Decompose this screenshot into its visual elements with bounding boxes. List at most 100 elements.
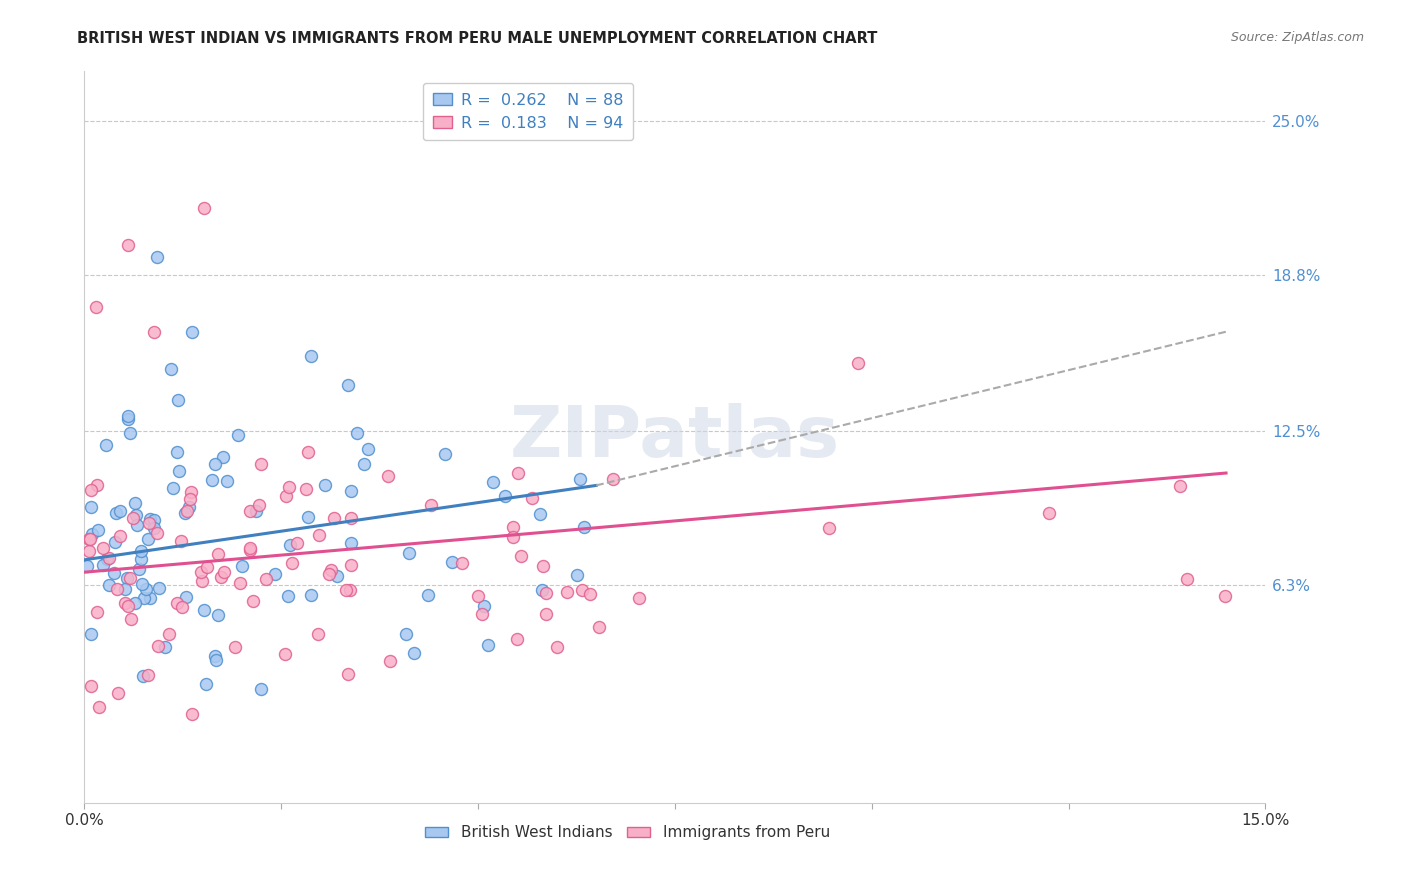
- Point: [105, 582, 128, 596]
- Point: [239, 542, 262, 557]
- Point: [211, 450, 233, 464]
- Point: [588, 620, 610, 634]
- Point: [162, 481, 184, 495]
- Point: [180, 485, 202, 500]
- Point: [534, 607, 557, 621]
- Point: [190, 565, 212, 579]
- Point: [105, 506, 128, 520]
- Point: [118, 426, 141, 441]
- Point: [132, 669, 155, 683]
- Point: [565, 568, 588, 582]
- Point: [124, 496, 146, 510]
- Point: [250, 457, 273, 471]
- Point: [274, 647, 297, 661]
- Point: [494, 489, 516, 503]
- Point: [143, 521, 166, 535]
- Point: [114, 582, 136, 597]
- Point: [142, 325, 165, 339]
- Point: [108, 504, 131, 518]
- Point: [169, 463, 191, 477]
- Point: [247, 498, 270, 512]
- Point: [531, 583, 554, 598]
- Point: [87, 523, 110, 537]
- Point: [578, 586, 600, 600]
- Point: [148, 581, 170, 595]
- Point: [502, 530, 524, 544]
- Point: [174, 507, 197, 521]
- Point: [278, 480, 301, 494]
- Point: [318, 567, 340, 582]
- Point: [86, 478, 108, 492]
- Point: [335, 583, 357, 598]
- Point: [346, 426, 368, 441]
- Point: [194, 677, 217, 691]
- Point: [136, 668, 159, 682]
- Point: [245, 504, 267, 518]
- Point: [139, 591, 162, 606]
- Point: [471, 607, 494, 622]
- Point: [166, 596, 188, 610]
- Point: [193, 201, 215, 215]
- Point: [117, 599, 139, 614]
- Point: [263, 566, 285, 581]
- Point: [108, 529, 131, 543]
- Point: [546, 640, 568, 655]
- Point: [169, 533, 191, 548]
- Point: [339, 583, 361, 598]
- Point: [818, 521, 841, 535]
- Point: [96, 552, 118, 566]
- Point: [181, 707, 204, 722]
- Point: [326, 569, 349, 583]
- Point: [572, 520, 595, 534]
- Text: Source: ZipAtlas.com: Source: ZipAtlas.com: [1230, 31, 1364, 45]
- Point: [212, 565, 235, 579]
- Point: [120, 612, 142, 626]
- Point: [176, 504, 198, 518]
- Point: [132, 591, 155, 605]
- Point: [135, 582, 157, 596]
- Point: [529, 507, 551, 521]
- Point: [337, 378, 360, 392]
- Point: [402, 647, 425, 661]
- Point: [536, 586, 558, 600]
- Point: [117, 409, 139, 424]
- Point: [319, 564, 342, 578]
- Point: [1177, 572, 1199, 586]
- Point: [336, 666, 359, 681]
- Point: [207, 547, 229, 561]
- Point: [177, 500, 200, 514]
- Point: [167, 392, 190, 407]
- Point: [136, 533, 159, 547]
- Point: [77, 544, 100, 558]
- Point: [128, 561, 150, 575]
- Point: [482, 475, 505, 490]
- Point: [97, 550, 120, 565]
- Point: [204, 648, 226, 663]
- Point: [249, 682, 271, 697]
- Point: [98, 578, 121, 592]
- Point: [506, 632, 529, 647]
- Point: [153, 640, 176, 654]
- Point: [117, 238, 139, 252]
- Point: [174, 591, 197, 605]
- Point: [846, 356, 869, 370]
- Point: [467, 589, 489, 603]
- Point: [510, 549, 533, 563]
- Point: [299, 589, 322, 603]
- Point: [80, 483, 103, 497]
- Point: [340, 536, 363, 550]
- Point: [204, 457, 226, 471]
- Point: [419, 499, 441, 513]
- Point: [440, 555, 463, 569]
- Point: [80, 679, 103, 693]
- Point: [114, 597, 136, 611]
- Point: [104, 535, 127, 549]
- Point: [314, 478, 336, 492]
- Point: [77, 532, 100, 546]
- Point: [217, 475, 239, 489]
- Point: [531, 558, 554, 573]
- Point: [295, 482, 318, 496]
- Point: [450, 556, 472, 570]
- Point: [395, 627, 418, 641]
- Point: [143, 513, 166, 527]
